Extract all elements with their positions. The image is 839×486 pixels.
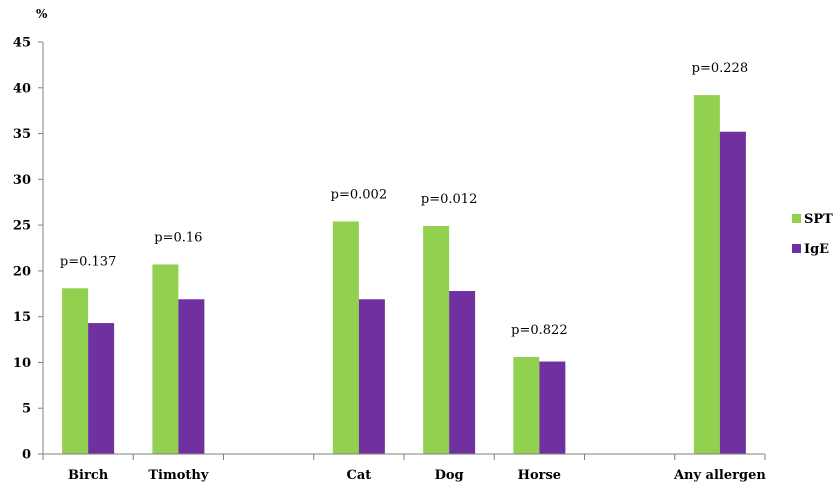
y-tick-label: 20 [13, 264, 31, 279]
x-category-label: Any allergen [673, 468, 766, 483]
x-axis: Birch Timothy Cat Dog Horse Any allergen [42, 453, 766, 483]
bar-ige [719, 131, 746, 455]
legend-swatch-spt [792, 214, 801, 223]
bar-ige [539, 361, 566, 454]
bar-spt [693, 95, 720, 454]
p-value-label: p=0.16 [154, 230, 202, 245]
y-tick-label: 30 [13, 173, 31, 188]
y-tick-label: 15 [13, 310, 31, 325]
x-category-label: Birch [68, 468, 109, 483]
y-tick-label: 10 [13, 356, 31, 371]
x-category-label: Timothy [148, 468, 208, 483]
bar-ige [358, 299, 385, 454]
y-tick-label: 35 [13, 127, 31, 142]
bar-ige [178, 299, 205, 454]
bars-group [62, 95, 746, 455]
p-value-label: p=0.002 [331, 187, 387, 202]
legend: SPT IgE [792, 212, 833, 257]
y-tick-label: 25 [13, 219, 31, 234]
bar-ige [449, 291, 476, 454]
bar-spt [62, 288, 89, 454]
p-value-label: p=0.228 [692, 61, 748, 76]
p-value-annotations: p=0.137 p=0.16 p=0.002 p=0.012 p=0.822 p=0.22… [60, 61, 748, 338]
p-value-label: p=0.822 [511, 323, 567, 338]
y-tick-label: 0 [22, 448, 31, 463]
x-category-label: Dog [435, 468, 464, 483]
x-category-label: Cat [346, 468, 371, 483]
bar-spt [423, 226, 450, 454]
bar-spt [152, 264, 179, 454]
legend-swatch-ige [792, 244, 801, 253]
y-tick-label: 45 [13, 36, 31, 51]
p-value-label: p=0.012 [421, 192, 477, 207]
bar-spt [513, 356, 540, 454]
legend-label-ige: IgE [804, 242, 829, 257]
x-category-label: Horse [518, 468, 561, 483]
bar-ige [88, 323, 115, 454]
y-tick-label: 5 [22, 402, 31, 417]
y-axis-unit-label: % [36, 7, 48, 21]
bar-spt [332, 221, 359, 454]
legend-label-spt: SPT [804, 212, 833, 227]
p-value-label: p=0.137 [60, 254, 116, 269]
y-axis: 0 5 10 15 20 25 30 35 40 45 [13, 36, 44, 463]
y-tick-label: 40 [13, 81, 31, 96]
